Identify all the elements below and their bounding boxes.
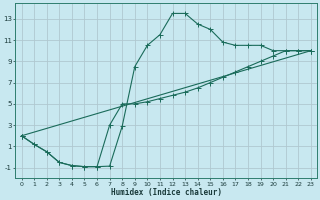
X-axis label: Humidex (Indice chaleur): Humidex (Indice chaleur): [111, 188, 222, 197]
